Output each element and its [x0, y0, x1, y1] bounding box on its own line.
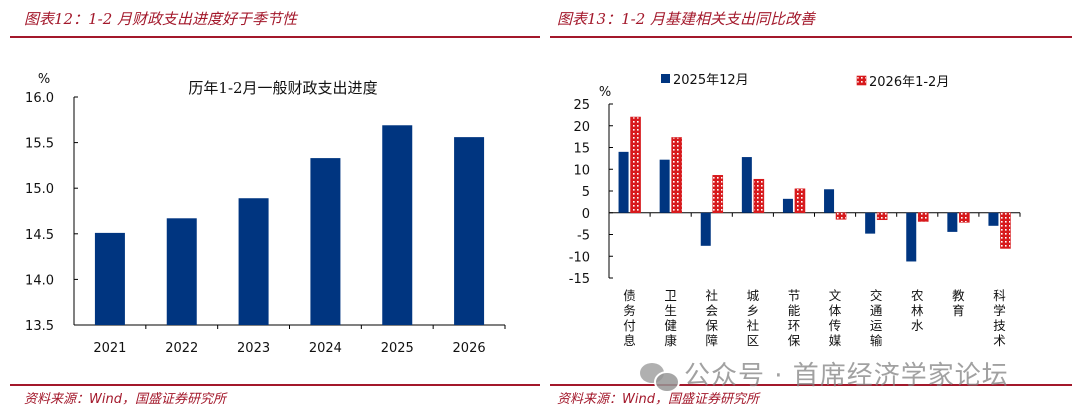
bar-2021: [94, 232, 125, 325]
bar-dec2025-节能环保: [782, 198, 793, 213]
bar-dec2025-科学技术: [988, 212, 999, 226]
bar-janfeb2026-城乡社区: [753, 178, 765, 214]
x-tick-label: 2026: [453, 341, 486, 356]
y-tick-label: 15.0: [25, 182, 54, 197]
bar-janfeb2026-农林水: [917, 212, 929, 222]
figure-title-12: 图表12：1-2 月财政支出进度好于季节性: [24, 10, 298, 28]
bar-dec2025-债务付息: [618, 151, 629, 213]
y-tick-label: -15: [569, 272, 590, 287]
y-tick-label: 20: [573, 120, 590, 135]
chart-title: 历年1-2月一般财政支出进度: [188, 79, 377, 97]
bar-dec2025-城乡社区: [741, 157, 752, 213]
bar-dec2025-交通运输: [865, 212, 876, 234]
bar-dec2025-卫生健康: [659, 159, 670, 213]
y-tick-label: 14.5: [25, 228, 54, 243]
x-tick-label: 节能环保: [788, 288, 801, 348]
source-wind: Wind: [622, 392, 655, 407]
source-rule: [10, 384, 540, 386]
figure-title-13: 图表13：1-2 月基建相关支出同比改善: [557, 10, 816, 28]
bar-janfeb2026-科学技术: [1000, 212, 1011, 249]
legend: 2025年12月 2026年1-2月: [661, 73, 949, 90]
x-tick-label: 社会保障: [705, 288, 718, 348]
bar-dec2025-农林水: [906, 212, 917, 262]
x-tick-label: 科学技术: [993, 288, 1006, 348]
y-tick-label: -5: [577, 229, 590, 244]
bar-janfeb2026-卫生健康: [671, 137, 682, 214]
bar-2022: [166, 218, 197, 325]
x-tick-label: 2023: [237, 341, 270, 356]
bar-janfeb2026-社会保障: [712, 175, 724, 214]
y-tick-label: -10: [569, 250, 590, 265]
x-tick-label: 教育: [952, 288, 965, 318]
y-tick-label: 5: [582, 185, 590, 200]
x-tick-label: 2025: [381, 341, 414, 356]
legend-label-dec2025: 2025年12月: [673, 73, 749, 88]
bar-janfeb2026-债务付息: [630, 116, 641, 214]
source-prefix: 资料来源：: [557, 392, 623, 407]
bar-2024: [310, 158, 341, 325]
watermark: 公众号 · 首席经济学家论坛: [640, 355, 1009, 393]
bar-janfeb2026-交通运输: [876, 212, 888, 221]
watermark-text: 公众号 · 首席经济学家论坛: [684, 361, 1009, 391]
x-tick-label: 文体传媒: [829, 288, 842, 348]
source-prefix: 资料来源：: [24, 392, 90, 407]
y-axis-unit: %: [599, 85, 611, 100]
bar-janfeb2026-文体传媒: [835, 212, 847, 220]
legend-label-janfeb2026: 2026年1-2月: [869, 75, 949, 90]
source-wind: Wind: [89, 392, 122, 407]
source-note: 资料来源：Wind，国盛证券研究所: [24, 388, 226, 407]
x-tick-label: 2021: [93, 341, 126, 356]
bar-2023: [238, 198, 269, 325]
y-tick-label: 14.0: [25, 273, 54, 288]
bar-dec2025-教育: [947, 212, 958, 232]
x-tick-label: 农林水: [911, 288, 924, 333]
source-suffix: ，国盛证券研究所: [121, 392, 226, 407]
source-rule: [550, 384, 1072, 386]
x-tick-label: 卫生健康: [664, 288, 677, 348]
x-tick-label: 债务付息: [623, 288, 636, 348]
wechat-icon: [640, 362, 680, 393]
x-tick-label: 交通运输: [870, 288, 883, 348]
bar-dec2025-社会保障: [700, 212, 711, 246]
infrastructure-spending-chart: % 25 20 15 10 5 0 -5 -10 -15 债务付息 卫生健康 社会保障 城乡社区 节能环保 文…: [569, 73, 1021, 348]
y-tick-label: 16.0: [25, 91, 54, 106]
y-tick-label: 13.5: [25, 319, 54, 334]
bar-dec2025-文体传媒: [824, 189, 835, 213]
y-tick-label: 0: [582, 207, 590, 222]
title-rule: [550, 36, 1072, 38]
x-tick-label: 2022: [165, 341, 198, 356]
y-tick-label: 15.5: [25, 137, 54, 152]
y-tick-label: 25: [573, 98, 590, 113]
source-note: 资料来源：Wind，国盛证券研究所: [557, 388, 759, 407]
bar-janfeb2026-教育: [959, 212, 970, 223]
title-rule: [10, 36, 540, 38]
legend-swatch-janfeb2026: [856, 75, 867, 86]
source-suffix: ，国盛证券研究所: [654, 392, 759, 407]
y-axis-unit: %: [38, 72, 50, 87]
left-figure-panel: 图表12：1-2 月财政支出进度好于季节性 资料来源：Wind，国盛证券研究所: [10, 10, 540, 407]
fiscal-progress-chart: 历年1-2月一般财政支出进度% 16.0 15.5 15.0 14.5 14.0 13.5 2…: [25, 72, 506, 356]
legend-swatch-dec2025: [661, 74, 670, 83]
bar-2026: [454, 137, 485, 325]
right-figure-panel: 图表13：1-2 月基建相关支出同比改善 资料来源：Wind，国盛证券研究所: [545, 0, 1080, 415]
y-tick-label: 15: [573, 142, 590, 157]
y-tick-label: 10: [573, 163, 590, 178]
bar-janfeb2026-节能环保: [794, 188, 806, 214]
x-tick-label: 2024: [309, 341, 342, 356]
bar-2025: [382, 125, 413, 325]
x-tick-label: 城乡社区: [747, 288, 760, 348]
